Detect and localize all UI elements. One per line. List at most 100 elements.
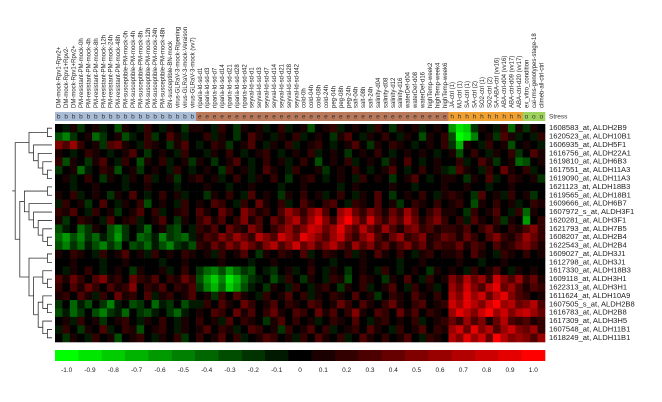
heat-cell bbox=[359, 283, 368, 292]
stress-cell bbox=[337, 112, 345, 121]
heat-cell bbox=[77, 266, 85, 276]
heat-cell bbox=[515, 132, 524, 142]
dendrogram-branch bbox=[47, 278, 52, 288]
heat-cell bbox=[69, 233, 78, 242]
stress-cell bbox=[314, 112, 323, 121]
heat-cell bbox=[262, 207, 271, 217]
heat-cell bbox=[62, 258, 71, 267]
heat-cell bbox=[485, 157, 494, 167]
heat-cell bbox=[106, 157, 115, 167]
heat-cell bbox=[255, 199, 264, 209]
heat-cell bbox=[381, 207, 390, 217]
colorbar-cell bbox=[428, 350, 452, 361]
heat-cell bbox=[351, 283, 360, 292]
heat-cell bbox=[166, 207, 175, 217]
heat-cell bbox=[136, 266, 145, 276]
stress-cell bbox=[84, 112, 93, 121]
heat-cell bbox=[106, 308, 115, 318]
heat-cell bbox=[478, 149, 486, 158]
heat-cell bbox=[248, 316, 256, 326]
heat-cell bbox=[441, 140, 449, 150]
heat-cell bbox=[351, 174, 360, 183]
heat-cell bbox=[530, 207, 538, 217]
stress-cell bbox=[225, 112, 234, 121]
row-label: 1607505_s_at, ALDH2B8 bbox=[549, 299, 635, 308]
heat-cell bbox=[136, 258, 145, 267]
heat-cell bbox=[396, 300, 405, 309]
heat-cell bbox=[455, 333, 464, 343]
stress-cell bbox=[344, 112, 353, 121]
heat-cell bbox=[225, 325, 234, 334]
stress-letter: b bbox=[161, 114, 165, 121]
heat-cell bbox=[210, 157, 219, 167]
heat-cell bbox=[344, 174, 353, 183]
heat-cell bbox=[537, 316, 546, 326]
heat-cell bbox=[411, 333, 420, 343]
heat-cell bbox=[240, 233, 249, 242]
heat-cell bbox=[448, 157, 457, 167]
column-label: virus-GLRaV-3-mock-Veraison bbox=[183, 27, 189, 108]
heat-cell bbox=[381, 182, 390, 192]
heat-cell bbox=[136, 149, 145, 158]
heat-cell bbox=[344, 266, 353, 276]
heat-cell bbox=[396, 249, 405, 259]
heat-cell bbox=[351, 325, 360, 334]
heat-cell bbox=[129, 283, 137, 292]
heat-cell bbox=[99, 241, 108, 251]
heat-cell bbox=[173, 241, 182, 251]
heat-cell bbox=[329, 316, 338, 326]
heat-cell bbox=[210, 241, 219, 251]
heat-cell bbox=[210, 266, 219, 276]
heat-cell bbox=[248, 140, 256, 150]
heat-cell bbox=[144, 233, 152, 242]
heat-cell bbox=[314, 182, 323, 192]
heat-cell bbox=[173, 274, 182, 284]
heat-cell bbox=[314, 274, 323, 284]
heat-cell bbox=[129, 199, 137, 209]
heat-cell bbox=[426, 191, 434, 200]
heat-cell bbox=[522, 325, 531, 334]
heat-cell bbox=[129, 233, 137, 242]
heat-cell bbox=[426, 132, 434, 142]
heat-cell bbox=[418, 182, 427, 192]
heat-cell bbox=[121, 199, 130, 209]
row-label: 1616783_at, ALDH2B8 bbox=[549, 308, 627, 317]
heat-cell bbox=[515, 274, 524, 284]
heat-cell bbox=[262, 132, 271, 142]
heat-cell bbox=[106, 291, 115, 301]
heat-cell bbox=[441, 333, 449, 343]
heat-cell bbox=[277, 224, 286, 234]
stress-cell bbox=[218, 112, 227, 121]
heat-cell bbox=[389, 140, 397, 150]
heat-cell bbox=[292, 124, 301, 133]
heat-cell bbox=[351, 274, 360, 284]
heat-cell bbox=[507, 199, 516, 209]
heat-cell bbox=[463, 233, 472, 242]
colorbar-cell bbox=[335, 350, 359, 361]
heat-cell bbox=[114, 325, 123, 334]
heat-cell bbox=[455, 157, 464, 167]
heat-cell bbox=[196, 274, 204, 284]
heat-cell bbox=[448, 283, 457, 292]
heat-cell bbox=[366, 233, 375, 242]
heat-cell bbox=[307, 333, 316, 343]
heat-cell bbox=[181, 233, 189, 242]
heat-cell bbox=[173, 149, 182, 158]
heat-cell bbox=[92, 283, 100, 292]
heat-cell bbox=[537, 216, 546, 225]
heat-cell bbox=[262, 316, 271, 326]
heat-cell bbox=[203, 283, 212, 292]
heat-cell bbox=[374, 191, 382, 200]
heat-cell bbox=[158, 174, 167, 183]
heat-cell bbox=[210, 174, 219, 183]
heat-cell bbox=[366, 216, 375, 225]
column-label: PM-susceptible-PM-mock-12h bbox=[146, 28, 152, 108]
heat-cell bbox=[396, 266, 405, 276]
heat-cell bbox=[144, 325, 152, 334]
heat-cell bbox=[114, 216, 123, 225]
heat-cell bbox=[262, 157, 271, 167]
column-label: cold-24h bbox=[324, 85, 330, 108]
heat-cell bbox=[292, 266, 301, 276]
colorbar-cell bbox=[381, 350, 406, 361]
heat-cell bbox=[225, 291, 234, 301]
